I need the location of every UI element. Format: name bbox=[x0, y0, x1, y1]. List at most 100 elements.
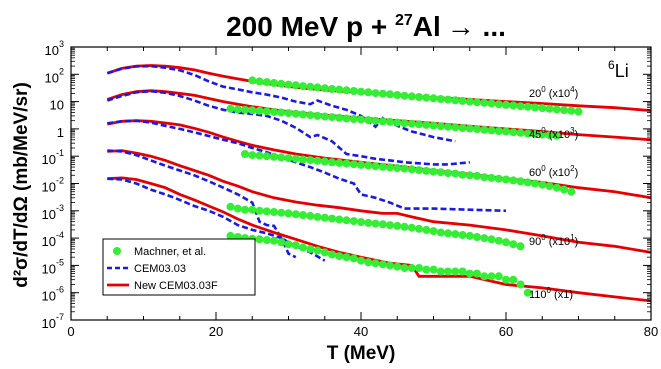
machner-point-110 bbox=[429, 265, 438, 274]
machner-point-60 bbox=[560, 185, 568, 194]
machner-point-20 bbox=[436, 95, 445, 103]
machner-point-110 bbox=[262, 236, 271, 244]
y-tick-label: 10-5 bbox=[42, 257, 64, 276]
angle-factor-exponent: 4 bbox=[570, 85, 575, 94]
machner-point-60 bbox=[248, 151, 257, 160]
angle-value: 60 bbox=[529, 167, 541, 179]
y-tick-base: 10 bbox=[45, 43, 59, 58]
y-tick-label: 10-2 bbox=[42, 176, 64, 195]
x-axis: 0 20 40 60 80 bbox=[67, 47, 658, 339]
machner-point-110 bbox=[255, 235, 264, 244]
machner-point-20 bbox=[429, 94, 438, 103]
machner-point-90 bbox=[422, 225, 431, 234]
machner-point-20 bbox=[371, 89, 380, 98]
legend-label-cemf: New CEM03.03F bbox=[134, 280, 218, 292]
machner-point-45 bbox=[328, 113, 336, 122]
angle-degree-sup: 0 bbox=[541, 233, 546, 242]
y-tick-base: 10 bbox=[42, 234, 56, 249]
machner-point-60 bbox=[262, 152, 271, 161]
machner-point-20 bbox=[284, 80, 293, 89]
machner-point-60 bbox=[335, 158, 344, 167]
machner-point-20 bbox=[393, 91, 402, 99]
machner-point-20 bbox=[415, 93, 423, 101]
machner-point-60 bbox=[291, 154, 300, 163]
machner-point-110 bbox=[299, 243, 307, 252]
machner-point-110 bbox=[407, 264, 416, 272]
machner-point-20 bbox=[458, 96, 467, 105]
machner-point-20 bbox=[487, 99, 496, 108]
angle-value: 45 bbox=[529, 129, 541, 141]
machner-point-110 bbox=[277, 238, 286, 247]
angle-factor: (x10 bbox=[546, 88, 570, 100]
legend: Machner, et al. CEM03.03 New CEM03.03F bbox=[102, 238, 256, 296]
y-tick-base: 10 bbox=[42, 207, 56, 222]
x-tick-label: 80 bbox=[644, 324, 658, 339]
y-tick-exponent: -1 bbox=[56, 148, 64, 158]
machner-point-20 bbox=[386, 90, 394, 99]
machner-point-90 bbox=[320, 213, 329, 222]
machner-point-110 bbox=[451, 267, 460, 276]
x-tick-label: 40 bbox=[354, 324, 368, 339]
machner-point-60 bbox=[378, 162, 387, 171]
machner-point-60 bbox=[364, 161, 373, 170]
machner-point-20 bbox=[560, 106, 568, 115]
machner-point-110 bbox=[306, 245, 315, 253]
machner-point-20 bbox=[480, 98, 489, 107]
machner-point-45 bbox=[552, 131, 561, 140]
angle-factor-close: ) bbox=[575, 167, 579, 179]
machner-point-20 bbox=[291, 81, 300, 90]
machner-point-60 bbox=[552, 183, 561, 192]
y-tick-label: 10-6 bbox=[42, 285, 64, 304]
machner-point-110 bbox=[349, 254, 358, 263]
machner-point-90 bbox=[291, 210, 300, 219]
angle-degree-sup: 0 bbox=[541, 126, 546, 135]
machner-point-20 bbox=[509, 101, 518, 110]
machner-point-45 bbox=[255, 106, 264, 115]
y-tick-base: 10 bbox=[42, 289, 56, 304]
machner-point-20 bbox=[574, 107, 583, 116]
machner-point-60 bbox=[241, 150, 249, 158]
cemf-line-110 bbox=[107, 176, 651, 303]
machner-point-20 bbox=[306, 82, 315, 91]
machner-point-90 bbox=[509, 240, 518, 249]
machner-point-60 bbox=[567, 187, 576, 196]
y-tick-exponent: 3 bbox=[59, 39, 64, 49]
machner-point-45 bbox=[270, 107, 278, 116]
machner-point-20 bbox=[494, 100, 503, 109]
machner-point-45 bbox=[299, 110, 307, 119]
angle-factor-close: ) bbox=[575, 129, 579, 141]
machner-point-110 bbox=[313, 246, 322, 255]
machner-point-60 bbox=[313, 156, 322, 165]
machner-point-45 bbox=[335, 113, 344, 122]
machner-point-110 bbox=[422, 265, 431, 274]
machner-point-20 bbox=[320, 84, 329, 93]
machner-point-90 bbox=[494, 236, 503, 245]
angle-label-110: 1100 (x1) bbox=[529, 286, 573, 301]
y-tick-exponent: -2 bbox=[56, 176, 64, 186]
machner-point-45 bbox=[357, 115, 365, 124]
machner-point-90 bbox=[248, 205, 257, 214]
y-tick-base: 10 bbox=[45, 70, 59, 85]
machner-point-110 bbox=[386, 261, 394, 270]
angle-label-45: 450 (x103) bbox=[529, 126, 578, 141]
machner-point-90 bbox=[233, 204, 242, 213]
x-tick-label: 0 bbox=[67, 324, 74, 339]
machner-point-45 bbox=[451, 123, 460, 132]
plot-area bbox=[106, 64, 651, 303]
machner-point-20 bbox=[277, 79, 286, 88]
machner-point-90 bbox=[328, 214, 336, 223]
machner-point-110 bbox=[371, 259, 380, 268]
y-tick-exponent: 2 bbox=[59, 66, 64, 76]
machner-point-110 bbox=[487, 272, 496, 281]
machner-point-110 bbox=[320, 248, 329, 257]
machner-point-110 bbox=[378, 260, 387, 269]
machner-point-60 bbox=[465, 171, 474, 180]
machner-point-45 bbox=[371, 116, 380, 125]
machner-point-90 bbox=[473, 233, 481, 241]
machner-point-45 bbox=[393, 118, 402, 127]
machner-point-60 bbox=[509, 176, 518, 185]
machner-point-60 bbox=[284, 154, 293, 163]
machner-point-110 bbox=[400, 264, 409, 272]
y-tick-base: 10 bbox=[42, 316, 56, 331]
